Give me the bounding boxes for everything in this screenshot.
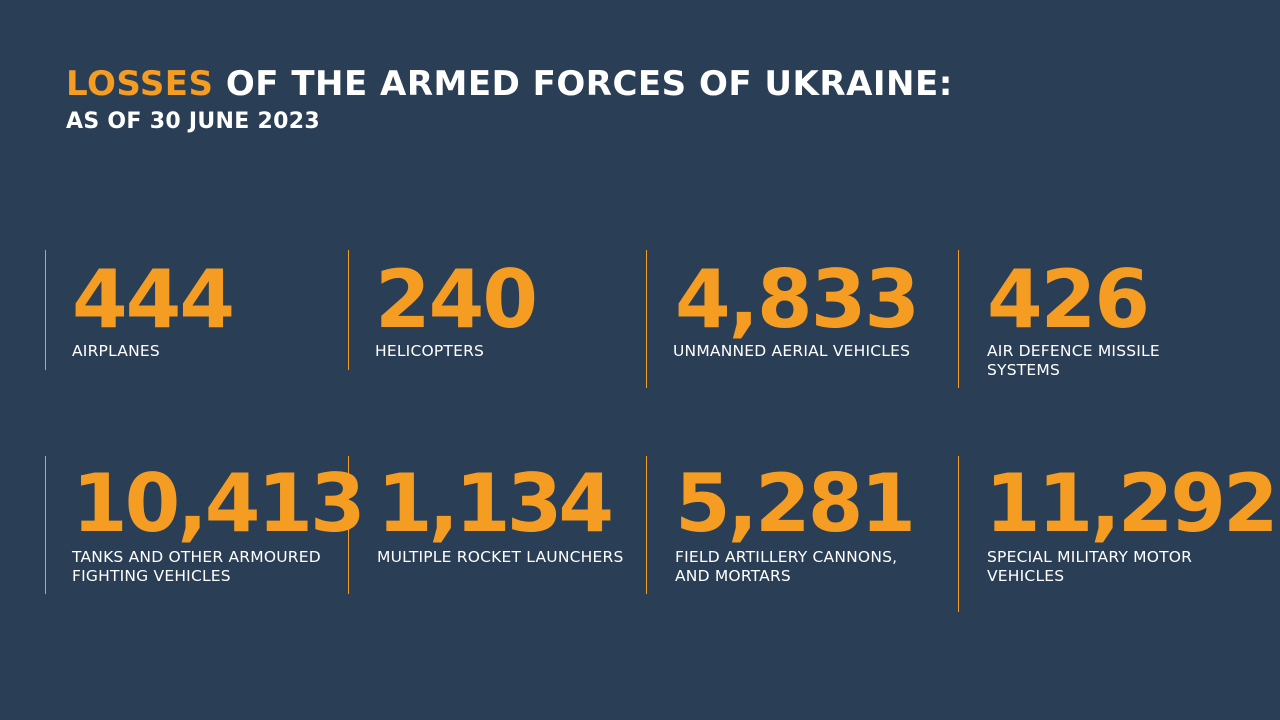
- stat-label: FIELD ARTILLERY CANNONS, AND MORTARS: [675, 548, 897, 586]
- stat-label-line2: FIGHTING VEHICLES: [72, 567, 231, 585]
- stat-label-line1: MULTIPLE ROCKET LAUNCHERS: [377, 548, 624, 566]
- stat-value: 4,833: [675, 253, 920, 346]
- stat-label-line1: TANKS AND OTHER ARMOURED: [72, 548, 321, 566]
- stat-label: MULTIPLE ROCKET LAUNCHERS: [377, 548, 624, 567]
- stat-label-line2: VEHICLES: [987, 567, 1065, 585]
- stat-label: HELICOPTERS: [375, 342, 484, 361]
- stat-tanks: 10,413 TANKS AND OTHER ARMOURED FIGHTING…: [45, 456, 366, 594]
- stat-value: 426: [987, 253, 1150, 346]
- title-rest: OF THE ARMED FORCES OF UKRAINE:: [213, 64, 953, 104]
- stat-airplanes: 444 AIRPLANES: [45, 250, 335, 370]
- stat-label-line2: SYSTEMS: [987, 361, 1061, 379]
- page-title: LOSSES OF THE ARMED FORCES OF UKRAINE:: [66, 64, 953, 104]
- stat-value: 5,281: [675, 457, 916, 550]
- stat-label: SPECIAL MILITARY MOTOR VEHICLES: [987, 548, 1192, 586]
- stat-label-line1: AIRPLANES: [72, 342, 160, 360]
- stat-air-defence-missile-systems: 426 AIR DEFENCE MISSILE SYSTEMS: [958, 250, 1258, 388]
- stat-value: 10,413: [72, 457, 366, 550]
- stat-value: 11,292: [985, 457, 1279, 550]
- stat-field-artillery: 5,281 FIELD ARTILLERY CANNONS, AND MORTA…: [646, 456, 946, 594]
- stat-label-line2: AND MORTARS: [675, 567, 791, 585]
- stat-unmanned-aerial-vehicles: 4,833 UNMANNED AERIAL VEHICLES: [646, 250, 946, 388]
- stat-value: 240: [375, 253, 538, 346]
- stat-special-military-motor-vehicles: 11,292 SPECIAL MILITARY MOTOR VEHICLES: [958, 456, 1279, 612]
- stat-label-line1: SPECIAL MILITARY MOTOR: [987, 548, 1193, 566]
- stat-label: AIRPLANES: [72, 342, 160, 361]
- stat-label-line1: FIELD ARTILLERY CANNONS,: [675, 548, 898, 566]
- stat-value: 1,134: [377, 457, 614, 550]
- stat-label: AIR DEFENCE MISSILE SYSTEMS: [987, 342, 1160, 380]
- stat-helicopters: 240 HELICOPTERS: [348, 250, 638, 370]
- stat-label-line1: UNMANNED AERIAL VEHICLES: [673, 342, 911, 360]
- stat-value: 444: [72, 253, 235, 346]
- stat-label: TANKS AND OTHER ARMOURED FIGHTING VEHICL…: [72, 548, 321, 586]
- stat-multiple-rocket-launchers: 1,134 MULTIPLE ROCKET LAUNCHERS: [348, 456, 638, 594]
- stat-label-line1: HELICOPTERS: [375, 342, 485, 360]
- page-subtitle: AS OF 30 JUNE 2023: [66, 109, 320, 134]
- stat-label-line1: AIR DEFENCE MISSILE: [987, 342, 1160, 360]
- title-accent: LOSSES: [66, 64, 214, 104]
- stat-label: UNMANNED AERIAL VEHICLES: [673, 342, 910, 361]
